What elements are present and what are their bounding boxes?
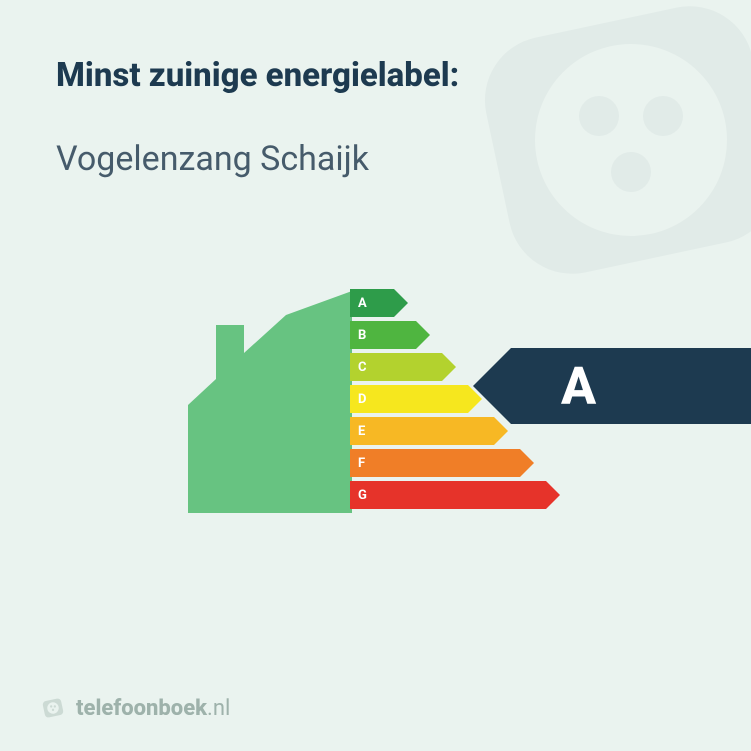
footer-logo-icon (40, 695, 66, 721)
house-icon (176, 287, 356, 517)
result-badge: A (511, 348, 751, 424)
energy-bar-row: A (350, 289, 546, 317)
energy-bar-row: G (350, 481, 546, 509)
footer-brand-light: .nl (207, 696, 230, 721)
energy-bar-c: C (350, 353, 442, 381)
footer: telefoonboek.nl (40, 695, 230, 721)
card-subtitle: Vogelenzang Schaijk (56, 139, 695, 179)
footer-brand-bold: telefoonboek (76, 696, 207, 721)
energy-bar-d: D (350, 385, 468, 413)
energy-bar-b: B (350, 321, 416, 349)
footer-brand: telefoonboek.nl (76, 696, 230, 721)
card-title: Minst zuinige energielabel: (56, 56, 695, 95)
energy-bar-row: B (350, 321, 546, 349)
result-label: A (561, 356, 596, 417)
energy-bar-row: F (350, 449, 546, 477)
energy-bar-f: F (350, 449, 520, 477)
energy-bar-a: A (350, 289, 394, 317)
energy-bar-g: G (350, 481, 546, 509)
